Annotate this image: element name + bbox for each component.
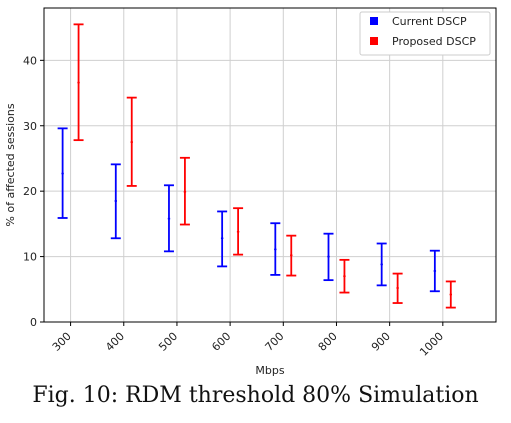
legend-swatch-current	[370, 17, 378, 25]
legend-label-current: Current DSCP	[392, 15, 467, 28]
y-tick-label: 40	[23, 54, 37, 67]
error-bar-proposed	[233, 207, 244, 256]
chart: 0 10 20 30 40 300 400 500 600 700 800 900 1000 Mbps…	[4, 7, 497, 377]
y-tick-label: 10	[23, 251, 37, 264]
y-axis-ticks: 0 10 20 30 40	[23, 54, 44, 329]
legend-swatch-proposed	[370, 37, 378, 45]
error-bar-current	[217, 210, 228, 268]
error-bar-current	[110, 163, 121, 240]
x-tick-label: 300	[50, 330, 74, 354]
error-bar-proposed	[339, 258, 350, 294]
legend-label-proposed: Proposed DSCP	[392, 35, 476, 48]
error-bar-current	[376, 242, 387, 287]
error-bar-proposed	[392, 272, 403, 304]
grid	[44, 8, 496, 323]
figure-caption: Fig. 10: RDM threshold 80% Simulation	[32, 383, 479, 408]
error-bar-current	[323, 232, 334, 282]
error-bar-current	[57, 127, 68, 219]
error-bar-current	[270, 222, 281, 276]
error-bar-proposed	[126, 96, 137, 187]
legend-box	[359, 11, 491, 56]
y-axis-label: % of affected sessions	[4, 103, 17, 226]
x-axis-ticks: 300 400 500 600 700 800 900 1000	[50, 322, 446, 359]
x-tick-label: 900	[369, 330, 393, 354]
error-bar-proposed	[445, 280, 456, 309]
error-bar-proposed	[179, 156, 190, 226]
x-tick-label: 600	[209, 330, 233, 354]
y-tick-label: 30	[23, 120, 37, 133]
error-bar-proposed	[73, 23, 84, 142]
x-tick-label: 400	[103, 330, 127, 354]
error-bar-current	[429, 249, 440, 293]
x-tick-label: 1000	[417, 330, 446, 359]
y-tick-label: 0	[30, 316, 37, 329]
x-tick-label: 500	[156, 330, 180, 354]
error-bars	[57, 23, 456, 309]
legend: Current DSCP Proposed DSCP	[359, 11, 491, 56]
x-axis-label: Mbps	[255, 364, 284, 377]
error-bar-proposed	[286, 234, 297, 277]
error-bar-current	[163, 184, 174, 253]
y-tick-label: 20	[23, 185, 37, 198]
plot-frame	[43, 7, 497, 323]
x-tick-label: 700	[263, 330, 287, 354]
x-tick-label: 800	[316, 330, 340, 354]
